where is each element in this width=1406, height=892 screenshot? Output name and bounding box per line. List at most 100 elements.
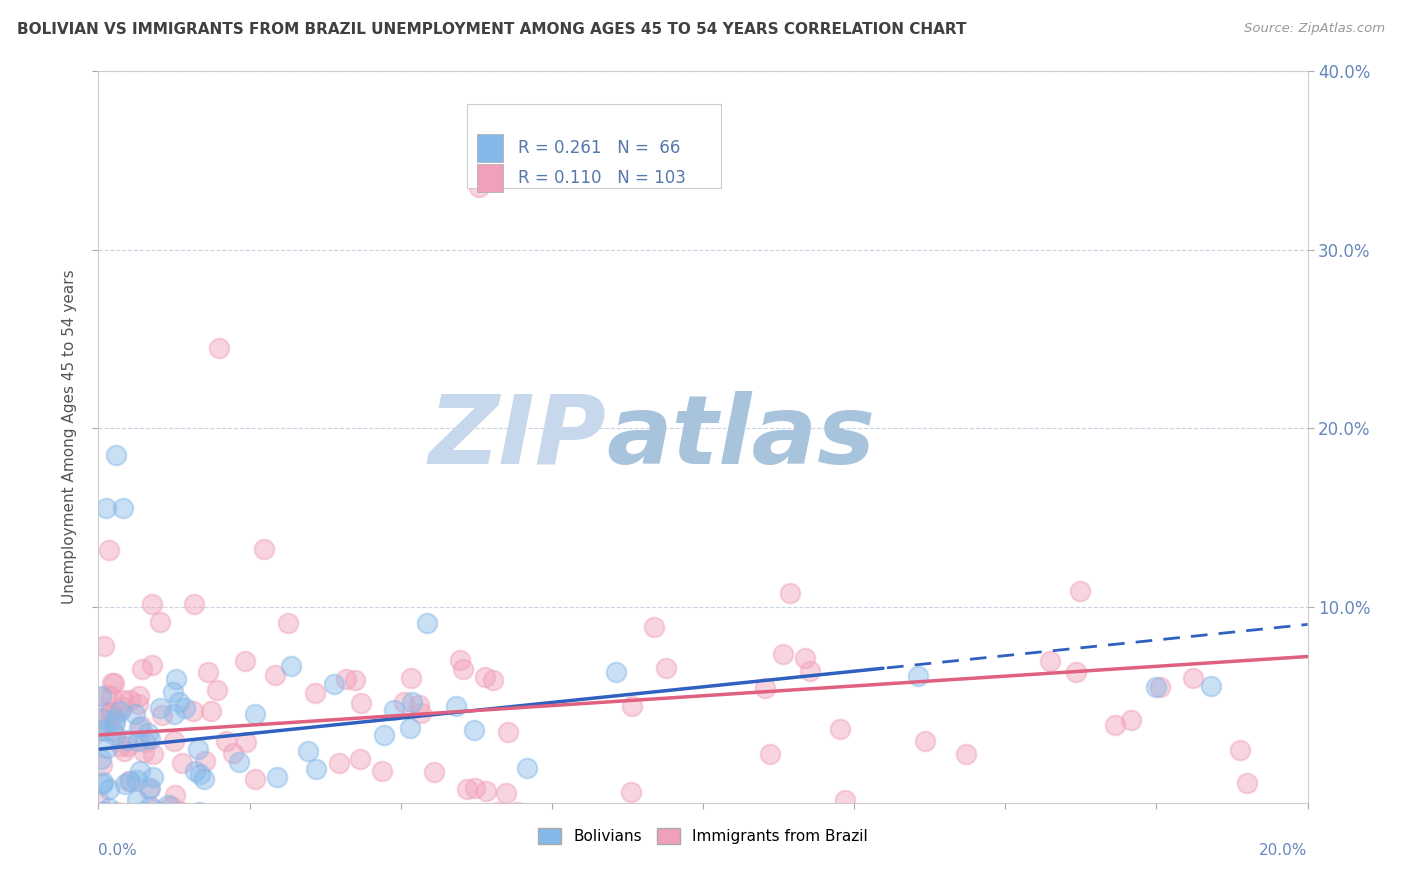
Point: [799, 664, 821, 678]
Point: [128, 689, 150, 703]
Point: [235, 654, 257, 668]
Point: [188, 766, 211, 780]
Point: [1119, 713, 1142, 727]
FancyBboxPatch shape: [477, 164, 503, 192]
Point: [834, 793, 856, 807]
FancyBboxPatch shape: [467, 104, 721, 188]
Point: [264, 668, 287, 682]
Y-axis label: Unemployment Among Ages 45 to 54 years: Unemployment Among Ages 45 to 54 years: [62, 269, 77, 605]
Point: [114, 777, 136, 791]
Point: [138, 781, 160, 796]
Point: [156, 798, 179, 813]
Point: [482, 673, 505, 687]
Point: [90, 711, 112, 725]
Point: [149, 701, 172, 715]
Point: [150, 708, 173, 723]
Point: [94, 501, 117, 516]
Point: [605, 665, 627, 679]
Point: [280, 659, 302, 673]
Point: [96, 741, 118, 756]
Point: [243, 706, 266, 721]
Point: [181, 705, 204, 719]
Point: [205, 683, 228, 698]
Point: [120, 693, 142, 707]
Point: [495, 786, 517, 800]
Point: [779, 586, 801, 600]
Text: BOLIVIAN VS IMMIGRANTS FROM BRAZIL UNEMPLOYMENT AMONG AGES 45 TO 54 YEARS CORREL: BOLIVIAN VS IMMIGRANTS FROM BRAZIL UNEMP…: [17, 22, 966, 37]
Point: [1064, 665, 1087, 679]
Point: [335, 672, 357, 686]
Point: [134, 735, 156, 749]
Point: [305, 762, 328, 776]
Point: [170, 756, 193, 770]
Text: ZIP: ZIP: [429, 391, 606, 483]
Point: [1069, 584, 1091, 599]
Point: [183, 597, 205, 611]
Point: [772, 647, 794, 661]
Text: atlas: atlas: [606, 391, 876, 483]
Point: [655, 661, 678, 675]
Point: [620, 785, 643, 799]
Point: [200, 704, 222, 718]
Point: [323, 677, 346, 691]
Point: [243, 772, 266, 786]
Point: [1199, 679, 1222, 693]
Point: [125, 793, 148, 807]
Text: 20.0%: 20.0%: [1260, 843, 1308, 858]
Point: [371, 764, 394, 778]
Point: [94, 705, 117, 719]
Point: [98, 542, 121, 557]
Point: [139, 780, 162, 795]
Point: [1229, 743, 1251, 757]
Point: [142, 770, 165, 784]
Point: [142, 747, 165, 761]
Point: [167, 695, 190, 709]
Point: [103, 676, 125, 690]
Point: [1039, 654, 1062, 668]
Point: [129, 719, 152, 733]
Point: [103, 728, 125, 742]
Point: [496, 725, 519, 739]
Point: [103, 708, 125, 723]
Point: [132, 745, 155, 759]
Point: [266, 770, 288, 784]
Text: Source: ZipAtlas.com: Source: ZipAtlas.com: [1244, 22, 1385, 36]
Point: [100, 689, 122, 703]
Point: [173, 701, 195, 715]
Point: [907, 669, 929, 683]
Point: [160, 799, 183, 814]
Point: [90, 752, 112, 766]
Point: [96, 723, 118, 738]
Point: [475, 784, 498, 798]
Point: [276, 616, 298, 631]
Point: [112, 744, 135, 758]
Point: [349, 752, 371, 766]
Point: [399, 671, 422, 685]
Point: [108, 705, 131, 719]
Point: [149, 615, 172, 629]
Text: 0.0%: 0.0%: [98, 843, 138, 858]
Point: [343, 673, 366, 687]
Point: [128, 764, 150, 778]
Point: [328, 756, 350, 770]
Point: [105, 805, 128, 819]
Point: [141, 657, 163, 672]
Point: [456, 782, 478, 797]
Point: [955, 747, 977, 762]
Point: [127, 734, 149, 748]
Point: [184, 764, 207, 778]
Point: [141, 597, 163, 611]
Point: [91, 775, 114, 789]
Point: [112, 693, 135, 707]
Text: R = 0.110   N = 103: R = 0.110 N = 103: [517, 169, 686, 187]
Point: [90, 805, 112, 819]
Point: [382, 703, 405, 717]
Point: [89, 723, 111, 738]
Point: [194, 755, 217, 769]
Point: [139, 798, 162, 813]
Point: [830, 722, 852, 736]
FancyBboxPatch shape: [477, 134, 503, 162]
Point: [100, 705, 122, 719]
Point: [98, 801, 121, 815]
Point: [297, 743, 319, 757]
